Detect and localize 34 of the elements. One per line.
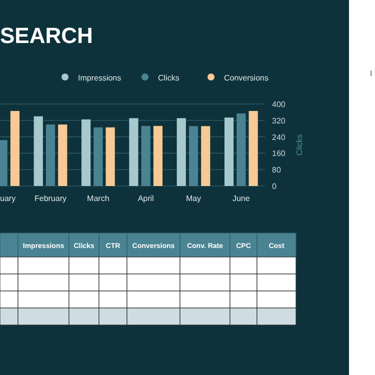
y-tick-label: 320 — [272, 116, 286, 126]
bar — [176, 118, 186, 186]
y-tick-label: 0 — [272, 182, 277, 191]
bar — [81, 119, 91, 186]
bar — [188, 126, 198, 186]
bar — [58, 124, 68, 186]
y-tick-label: 80 — [272, 166, 282, 175]
x-tick-label: April — [138, 194, 154, 203]
text: I — [370, 69, 372, 78]
bar — [153, 126, 163, 186]
bar — [106, 127, 115, 186]
bar — [236, 113, 246, 186]
bar — [10, 110, 20, 186]
x-tick-label: June — [232, 194, 250, 203]
y-tick-label: 400 — [272, 100, 286, 109]
chart-title: SEARCH — [0, 23, 93, 48]
x-tick-label: uary — [0, 194, 16, 203]
bar — [248, 110, 258, 186]
bar — [141, 126, 150, 186]
bar — [224, 118, 234, 186]
y-tick-label: 240 — [272, 132, 286, 142]
x-tick-label: March — [87, 194, 110, 203]
bar — [129, 118, 138, 186]
x-tick-label: May — [186, 194, 202, 203]
x-tick-label: February — [34, 194, 67, 203]
bar — [201, 126, 210, 186]
y-tick-label: 160 — [272, 149, 286, 158]
legend-label: Clicks — [158, 74, 180, 82]
bar — [46, 124, 56, 186]
legend-label: Impressions — [78, 74, 122, 82]
legend-label: Conversions — [224, 74, 268, 82]
y-axis-title: Clicks — [295, 134, 304, 156]
bar — [34, 116, 43, 186]
bar — [94, 127, 103, 186]
